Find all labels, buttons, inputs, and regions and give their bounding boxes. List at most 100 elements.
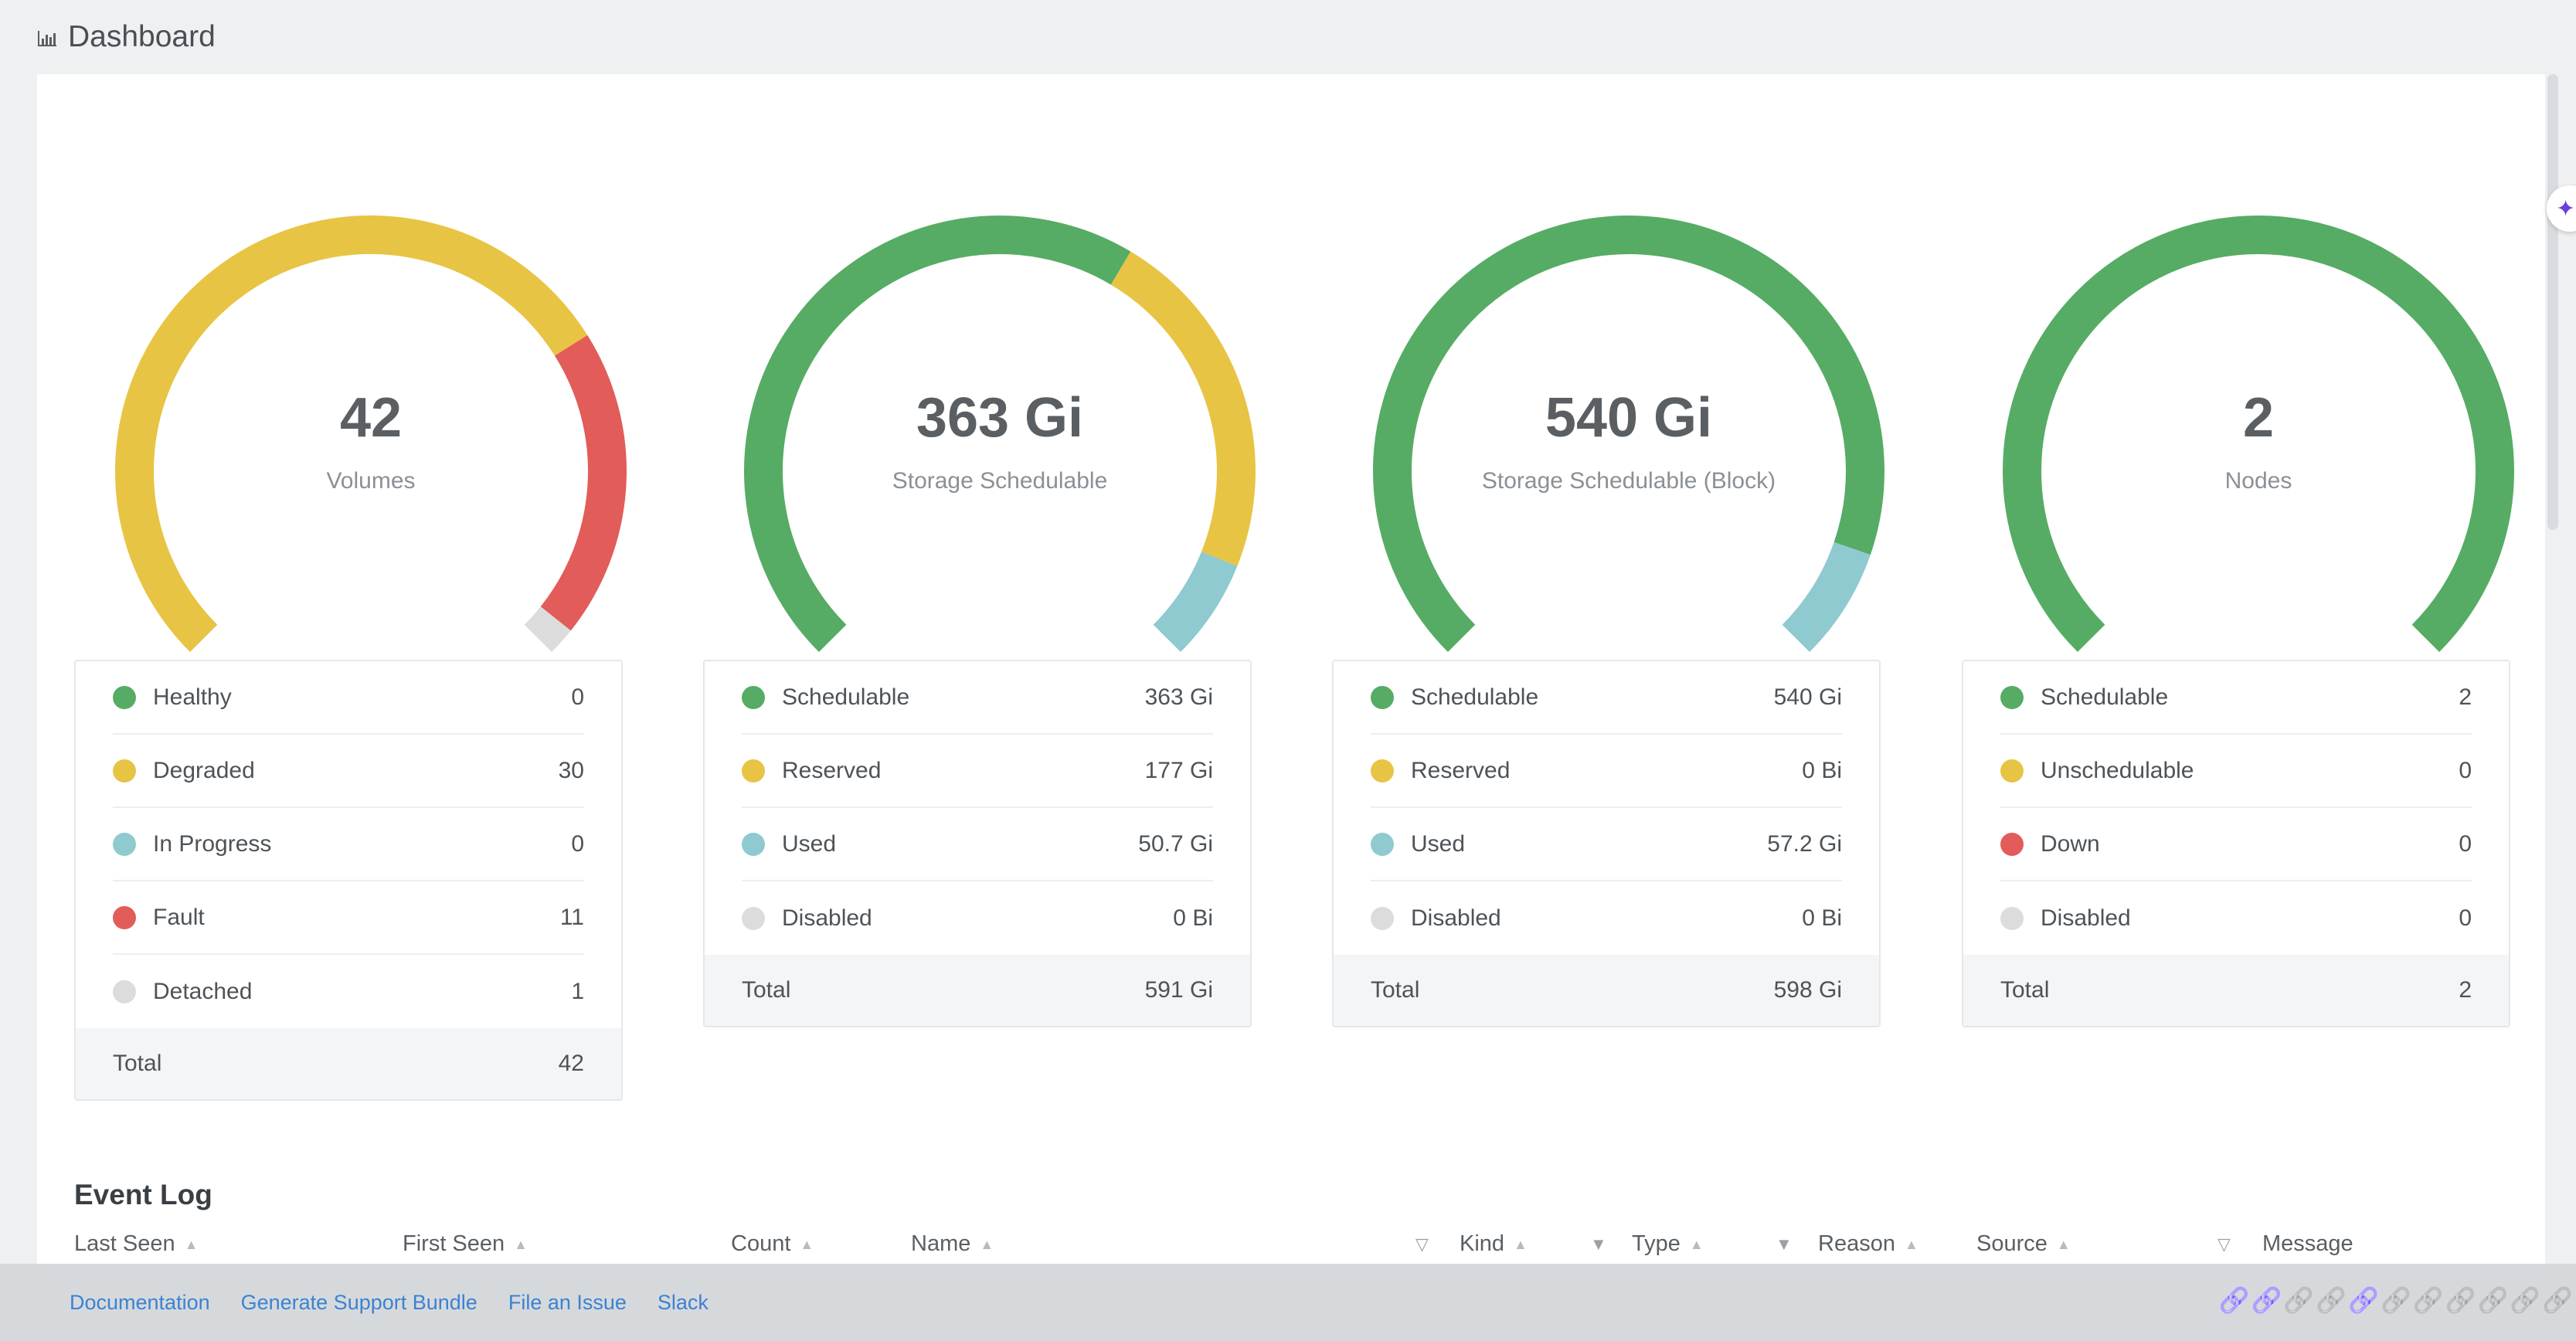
sort-icon[interactable]: ▲ <box>1689 1236 1704 1252</box>
link-status-icon[interactable]: 🔗 <box>2542 1286 2573 1314</box>
sort-icon[interactable]: ▲ <box>514 1236 528 1252</box>
nodes-gauge[interactable]: 2 Nodes <box>1980 131 2537 672</box>
link-status-icon[interactable]: 🔗 <box>2316 1286 2347 1314</box>
storage-schedulable-legend: Schedulable 363 Gi Reserved 177 Gi Used … <box>703 660 1252 1027</box>
sort-icon[interactable]: ▲ <box>2056 1236 2071 1252</box>
column-count[interactable]: Count ▲ <box>731 1231 814 1257</box>
link-status-icon[interactable]: 🔗 <box>2348 1286 2379 1314</box>
legend-label: In Progress <box>153 830 272 857</box>
link-status-icon[interactable]: 🔗 <box>2218 1286 2250 1314</box>
sort-icon[interactable]: ▲ <box>184 1236 199 1252</box>
legend-row-in-progress[interactable]: In Progress 0 <box>113 808 584 881</box>
legend-label: Used <box>1411 830 1466 857</box>
status-dot <box>113 979 136 1003</box>
status-dot <box>742 685 765 709</box>
link-status-icon[interactable]: 🔗 <box>2445 1286 2476 1314</box>
legend-row-used[interactable]: Used 57.2 Gi <box>1371 808 1842 881</box>
sort-icon[interactable]: ▲ <box>980 1236 994 1252</box>
dashboard-content: 42 Volumes 363 Gi Storage Schedulable 54… <box>37 74 2545 1264</box>
status-dot <box>742 759 765 783</box>
column-last-seen[interactable]: Last Seen ▲ <box>74 1231 198 1257</box>
page-header: Dashboard <box>0 0 2576 74</box>
legend-label: Fault <box>153 904 205 930</box>
vertical-scrollbar[interactable] <box>2547 74 2558 530</box>
total-value: 42 <box>558 1051 584 1076</box>
legend-row-used[interactable]: Used 50.7 Gi <box>742 808 1213 881</box>
legend-row-disabled[interactable]: Disabled 0 <box>2000 881 2472 955</box>
legend-row-disabled[interactable]: Disabled 0 Bi <box>742 881 1213 955</box>
legend-row-schedulable[interactable]: Schedulable 540 Gi <box>1371 661 1842 735</box>
link-status-icon[interactable]: 🔗 <box>2412 1286 2444 1314</box>
legend-value: 0 Bi <box>1173 905 1213 931</box>
legend-row-detached[interactable]: Detached 1 <box>113 955 584 1028</box>
storage-schedulable-gauge[interactable]: 363 Gi Storage Schedulable <box>722 131 1278 672</box>
column-first-seen[interactable]: First Seen ▲ <box>403 1231 528 1257</box>
link-status-icon[interactable]: 🔗 <box>2380 1286 2411 1314</box>
gauge-label: Storage Schedulable (Block) <box>1481 468 1776 494</box>
slack-link[interactable]: Slack <box>657 1290 709 1314</box>
connection-status-icons: 🔗 🔗 🔗 🔗 🔗 🔗 🔗 🔗 🔗 🔗 🔗 <box>2217 1285 2573 1315</box>
gauge-value: 2 <box>2242 387 2275 449</box>
file-an-issue-link[interactable]: File an Issue <box>508 1290 627 1314</box>
legend-total: Total 591 Gi <box>705 955 1250 1026</box>
gauge-value: 540 Gi <box>1545 387 1713 449</box>
gauge-segment <box>1153 551 1238 653</box>
sort-icon[interactable]: ▲ <box>1514 1236 1528 1252</box>
status-dot <box>1371 759 1394 783</box>
documentation-link[interactable]: Documentation <box>70 1290 210 1314</box>
legend-row-healthy[interactable]: Healthy 0 <box>113 661 584 735</box>
total-label: Total <box>113 1051 162 1076</box>
link-status-icon[interactable]: 🔗 <box>2510 1286 2541 1314</box>
legend-value: 177 Gi <box>1144 757 1213 783</box>
status-dot <box>1371 685 1394 709</box>
column-source[interactable]: Source ▲ <box>1976 1231 2071 1257</box>
total-value: 2 <box>2459 977 2472 1003</box>
column-message[interactable]: Message <box>2262 1231 2353 1257</box>
link-status-icon[interactable]: 🔗 <box>2477 1286 2509 1314</box>
gauge-label: Nodes <box>2224 468 2292 494</box>
legend-value: 11 <box>559 904 584 930</box>
gauge-value: 363 Gi <box>916 387 1084 449</box>
gauges-area: 42 Volumes 363 Gi Storage Schedulable 54… <box>37 74 2545 1101</box>
filter-icon[interactable]: ▼ <box>1590 1234 1607 1254</box>
status-dot <box>113 759 136 783</box>
link-status-icon[interactable]: 🔗 <box>2283 1286 2315 1314</box>
sort-icon[interactable]: ▲ <box>1904 1236 1918 1252</box>
filter-icon[interactable]: ▽ <box>2217 1234 2231 1254</box>
legend-value: 2 <box>2459 684 2472 710</box>
legend-row-unschedulable[interactable]: Unschedulable 0 <box>2000 735 2472 808</box>
sort-icon[interactable]: ▲ <box>800 1236 814 1252</box>
legend-value: 1 <box>571 978 584 1004</box>
legend-row-schedulable[interactable]: Schedulable 2 <box>2000 661 2472 735</box>
link-status-icon[interactable]: 🔗 <box>2251 1286 2282 1314</box>
storage-block-gauge[interactable]: 540 Gi Storage Schedulable (Block) <box>1351 131 1907 672</box>
filter-icon[interactable]: ▽ <box>1415 1234 1429 1254</box>
legend-row-fault[interactable]: Fault 11 <box>113 881 584 955</box>
column-label: First Seen <box>403 1231 505 1256</box>
status-dot <box>113 685 136 709</box>
column-name[interactable]: Name ▲ <box>911 1231 994 1257</box>
column-reason[interactable]: Reason ▲ <box>1818 1231 1918 1257</box>
legend-row-schedulable[interactable]: Schedulable 363 Gi <box>742 661 1213 735</box>
column-type[interactable]: Type ▲ <box>1632 1231 1704 1257</box>
page-title: Dashboard <box>68 20 216 53</box>
legend-row-reserved[interactable]: Reserved 0 Bi <box>1371 735 1842 808</box>
status-dot <box>742 906 765 930</box>
gauge-value: 42 <box>339 387 403 449</box>
filter-icon[interactable]: ▼ <box>1776 1234 1793 1254</box>
legend-row-down[interactable]: Down 0 <box>2000 808 2472 881</box>
legend-value: 0 <box>571 830 584 857</box>
gauge-segment <box>115 216 588 653</box>
legend-row-degraded[interactable]: Degraded 30 <box>113 735 584 808</box>
total-value: 598 Gi <box>1773 977 1842 1003</box>
generate-support-bundle-link[interactable]: Generate Support Bundle <box>240 1290 477 1314</box>
legend-value: 0 <box>571 684 584 710</box>
legend-row-reserved[interactable]: Reserved 177 Gi <box>742 735 1213 808</box>
column-label: Source <box>1976 1231 2048 1256</box>
volumes-gauge[interactable]: 42 Volumes <box>93 131 649 672</box>
gauge-segment <box>540 334 627 631</box>
gauge-segment <box>744 216 1131 653</box>
legend-row-disabled[interactable]: Disabled 0 Bi <box>1371 881 1842 955</box>
column-kind[interactable]: Kind ▲ <box>1460 1231 1528 1257</box>
legend-value: 540 Gi <box>1773 684 1842 710</box>
